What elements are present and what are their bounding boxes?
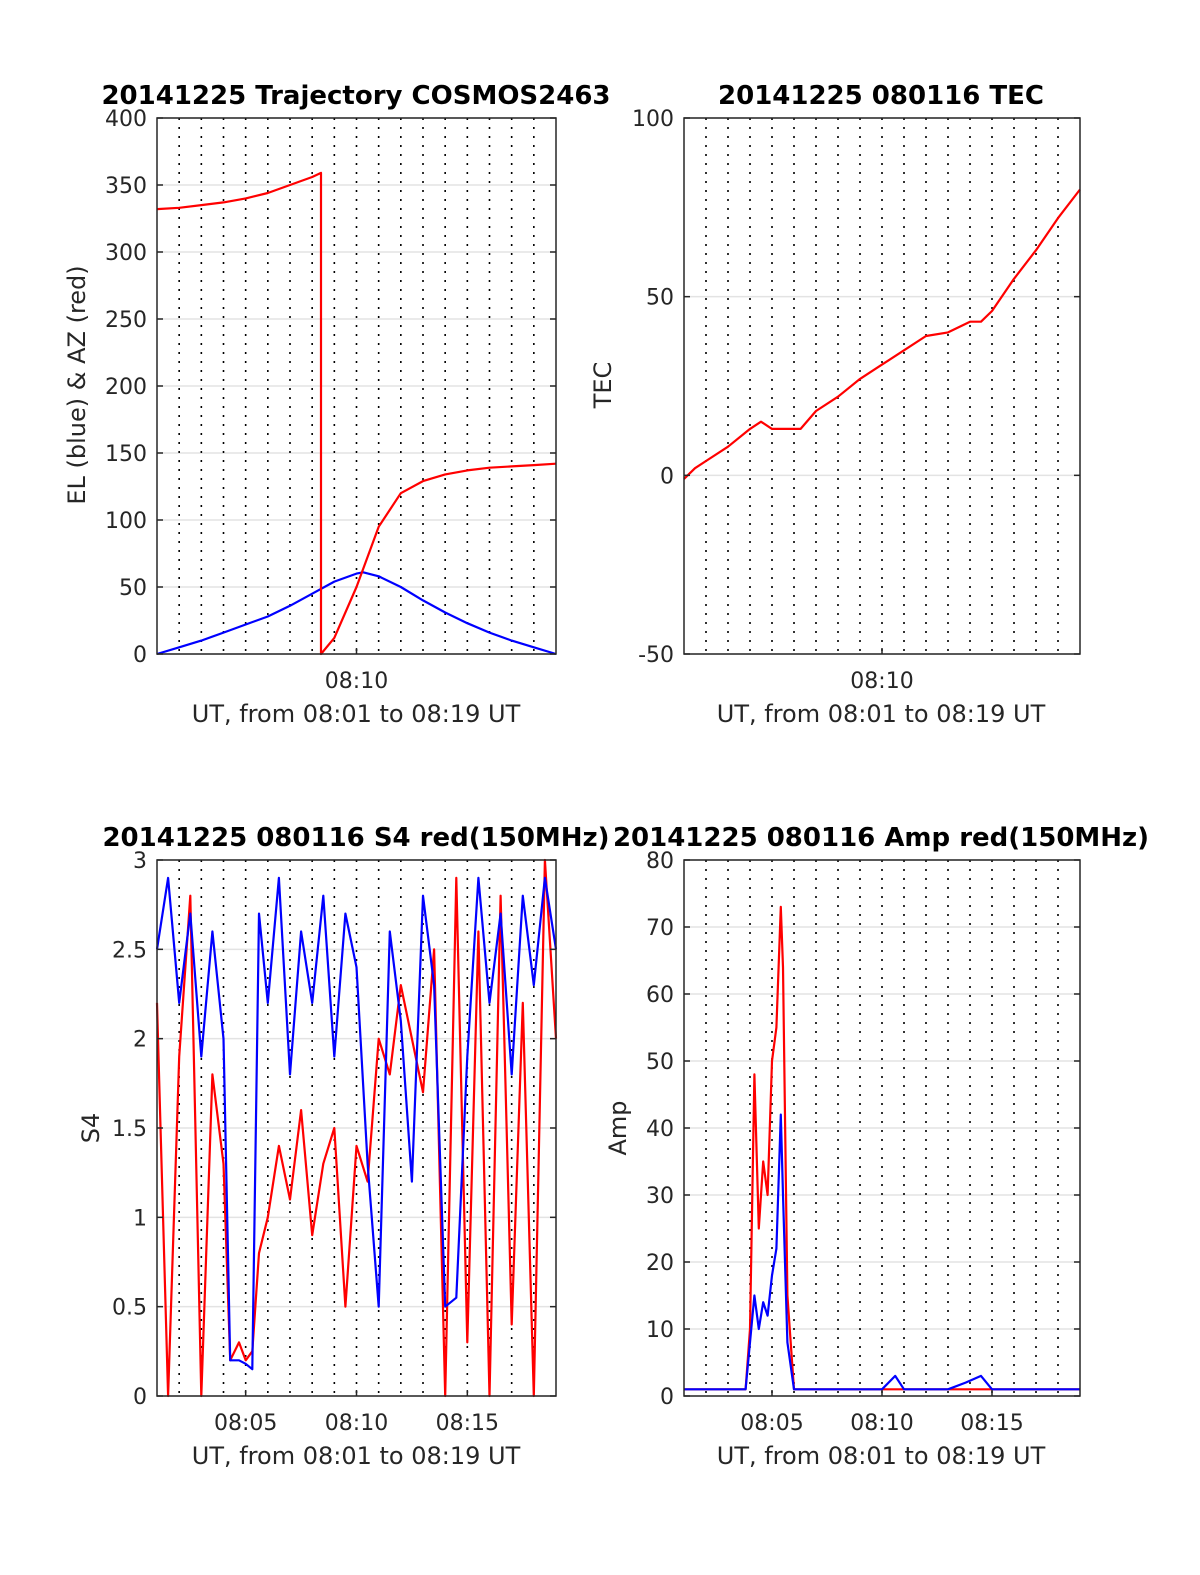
- amp-ytick-label: 20: [646, 1251, 674, 1276]
- trajectory-series-blue: [156, 571, 557, 656]
- trajectory-title: 20141225 Trajectory COSMOS2463: [101, 81, 610, 111]
- s4-ytick-label: 0: [133, 1385, 147, 1410]
- s4-series-blue: [155, 876, 558, 1371]
- tec-title: 20141225 080116 TEC: [718, 81, 1044, 111]
- trajectory-series-red: [156, 171, 557, 656]
- trajectory-ylabel: EL (blue) & AZ (red): [63, 265, 91, 504]
- trajectory-ytick-label: 50: [119, 576, 147, 601]
- amp-ytick-label: 0: [660, 1385, 674, 1410]
- amp-series-red: [684, 905, 1080, 1391]
- trajectory-ytick-label: 150: [105, 442, 147, 467]
- trajectory-ytick-label: 300: [105, 241, 147, 266]
- tec-ytick-label: 50: [646, 286, 674, 311]
- amp-ytick-label: 40: [646, 1117, 674, 1142]
- s4-ytick-label: 1.5: [112, 1117, 147, 1142]
- trajectory-xlabel: UT, from 08:01 to 08:19 UT: [192, 700, 521, 728]
- amp-ytick-label: 10: [646, 1318, 674, 1343]
- amp-xtick-label: 08:05: [740, 1411, 803, 1436]
- amp-ytick-label: 80: [646, 849, 674, 874]
- s4-ytick-label: 1: [133, 1206, 147, 1231]
- amp-ytick-label: 30: [646, 1184, 674, 1209]
- s4-xtick-label: 08:05: [214, 1411, 277, 1436]
- s4-ytick-label: 3: [133, 849, 147, 874]
- trajectory-ytick-label: 100: [105, 509, 147, 534]
- trajectory-ytick-label: 350: [105, 174, 147, 199]
- trajectory-ytick-label: 0: [133, 643, 147, 668]
- tec-ytick-label: -50: [638, 643, 674, 668]
- tec-ytick-label: 100: [632, 107, 674, 132]
- tec-plot-area: [684, 118, 1080, 654]
- s4-ylabel: S4: [77, 1113, 105, 1144]
- tec-ytick-label: 0: [660, 464, 674, 489]
- amp-ylabel: Amp: [604, 1100, 632, 1155]
- s4-panel: 20141225 080116 S4 red(150MHz) UT, from …: [77, 823, 610, 1470]
- s4-title: 20141225 080116 S4 red(150MHz): [102, 823, 609, 853]
- amp-xlabel: UT, from 08:01 to 08:19 UT: [717, 1442, 1046, 1470]
- s4-ytick-label: 0.5: [112, 1296, 147, 1321]
- amp-ytick-label: 70: [646, 916, 674, 941]
- trajectory-panel: 20141225 Trajectory COSMOS2463 UT, from …: [63, 81, 611, 728]
- trajectory-ytick-label: 400: [105, 107, 147, 132]
- trajectory-ytick-label: 250: [105, 308, 147, 333]
- trajectory-ytick-label: 200: [105, 375, 147, 400]
- tec-panel: 20141225 080116 TEC UT, from 08:01 to 08…: [589, 81, 1081, 728]
- tec-xlabel: UT, from 08:01 to 08:19 UT: [717, 700, 1046, 728]
- amp-ytick-label: 50: [646, 1050, 674, 1075]
- amp-panel: 20141225 080116 Amp red(150MHz) UT, from…: [604, 823, 1149, 1470]
- amp-xtick-label: 08:10: [850, 1411, 913, 1436]
- amp-series-blue: [684, 1113, 1080, 1391]
- s4-ytick-label: 2.5: [112, 938, 147, 963]
- tec-xtick-label: 08:10: [850, 669, 913, 694]
- amp-xtick-label: 08:15: [960, 1411, 1023, 1436]
- tec-series-red: [683, 188, 1081, 480]
- tec-ylabel: TEC: [589, 362, 617, 410]
- amp-title: 20141225 080116 Amp red(150MHz): [613, 823, 1149, 853]
- trajectory-xtick-label: 08:10: [325, 669, 388, 694]
- s4-ytick-label: 2: [133, 1028, 147, 1053]
- amp-ytick-label: 60: [646, 983, 674, 1008]
- s4-series-red: [155, 858, 558, 1398]
- s4-xtick-label: 08:15: [436, 1411, 499, 1436]
- s4-xlabel: UT, from 08:01 to 08:19 UT: [192, 1442, 521, 1470]
- s4-xtick-label: 08:10: [325, 1411, 388, 1436]
